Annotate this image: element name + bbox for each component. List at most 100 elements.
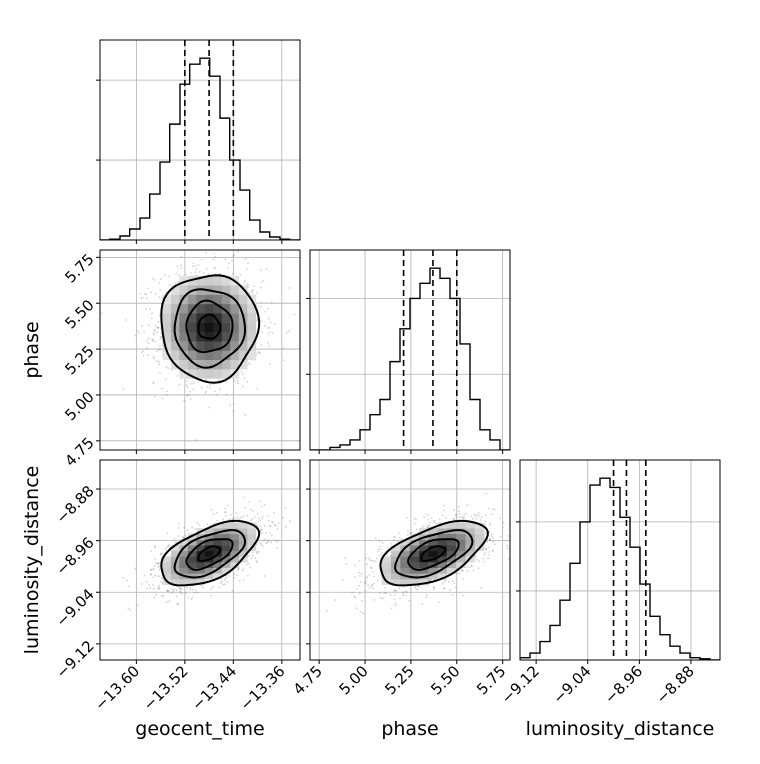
scatter-point bbox=[427, 518, 430, 521]
scatter-point bbox=[289, 520, 291, 523]
scatter-point bbox=[442, 587, 445, 590]
scatter-point bbox=[210, 594, 213, 597]
scatter-point bbox=[452, 517, 455, 520]
density-cell bbox=[221, 331, 231, 342]
density-cell bbox=[238, 359, 248, 370]
scatter-point bbox=[175, 595, 178, 597]
density-cell bbox=[204, 359, 214, 370]
x-tick-label-phase: 5.50 bbox=[427, 662, 463, 698]
scatter-point bbox=[134, 334, 137, 337]
scatter-point bbox=[489, 538, 491, 541]
density-cell bbox=[409, 562, 420, 568]
scatter-point bbox=[176, 589, 178, 592]
scatter-point bbox=[142, 354, 145, 357]
density-cell bbox=[179, 579, 189, 585]
density-cell bbox=[419, 556, 429, 563]
density-cell bbox=[213, 275, 223, 286]
scatter-point bbox=[148, 308, 151, 311]
scatter-point bbox=[269, 525, 272, 527]
scatter-point bbox=[146, 340, 148, 342]
scatter-point bbox=[282, 516, 284, 519]
scatter-point bbox=[441, 514, 444, 517]
scatter-point bbox=[269, 363, 271, 366]
scatter-point bbox=[473, 513, 476, 516]
density-cell bbox=[213, 556, 223, 563]
scatter-point bbox=[246, 283, 248, 286]
scatter-point bbox=[453, 518, 456, 521]
scatter-point bbox=[491, 549, 494, 552]
density-cell bbox=[179, 285, 189, 295]
scatter-point bbox=[462, 577, 465, 580]
scatter-point bbox=[206, 385, 209, 388]
scatter-point bbox=[425, 513, 427, 516]
scatter-point bbox=[181, 592, 183, 595]
density-cell bbox=[213, 539, 223, 546]
density-cell bbox=[437, 539, 448, 546]
x-tick-label-phase: 4.75 bbox=[290, 662, 326, 698]
scatter-point bbox=[442, 509, 445, 512]
density-cell bbox=[391, 573, 401, 580]
scatter-point bbox=[198, 523, 201, 526]
scatter-point bbox=[379, 592, 381, 594]
density-cell bbox=[437, 562, 448, 568]
scatter-point bbox=[152, 584, 154, 586]
scatter-point bbox=[243, 281, 246, 284]
scatter-point bbox=[413, 522, 416, 525]
scatter-point bbox=[433, 586, 435, 589]
scatter-point bbox=[334, 599, 337, 601]
scatter-point bbox=[176, 603, 179, 605]
scatter-point bbox=[166, 546, 169, 548]
scatter-point bbox=[414, 586, 417, 589]
scatter-point bbox=[213, 252, 216, 255]
density-cell bbox=[446, 550, 457, 557]
density-cell bbox=[179, 556, 189, 563]
density-cell bbox=[170, 550, 180, 557]
scatter-point bbox=[234, 380, 236, 382]
scatter-point bbox=[277, 539, 280, 542]
scatter-point bbox=[275, 540, 278, 543]
tick-labels: −13.60−13.52−13.44−13.36 4.75 5.00 5.25 5.50… bbox=[52, 250, 697, 714]
scatter-point bbox=[430, 517, 433, 519]
scatter-point bbox=[160, 581, 162, 583]
scatter-point bbox=[408, 600, 410, 602]
scatter-point bbox=[154, 544, 157, 547]
density-cell bbox=[221, 359, 231, 370]
scatter-point bbox=[148, 584, 151, 586]
scatter-point bbox=[159, 288, 162, 291]
scatter-point bbox=[244, 257, 247, 260]
scatter-point bbox=[275, 547, 278, 550]
scatter-point bbox=[408, 532, 411, 534]
scatter-point bbox=[250, 557, 253, 560]
scatter-point bbox=[447, 581, 450, 583]
density-cell bbox=[230, 322, 240, 333]
scatter-point bbox=[145, 307, 147, 310]
scatter-point bbox=[154, 574, 157, 577]
density-cell bbox=[204, 275, 214, 286]
scatter-point bbox=[441, 582, 444, 585]
panel-frame bbox=[309, 459, 511, 661]
density-cell bbox=[196, 556, 206, 563]
scatter-point bbox=[232, 517, 235, 520]
scatter-point bbox=[259, 519, 262, 522]
scatter-point bbox=[385, 592, 387, 595]
density-cell bbox=[187, 556, 197, 563]
density-cell bbox=[187, 545, 197, 552]
scatter-point bbox=[262, 279, 265, 282]
scatter-point bbox=[360, 599, 363, 602]
scatter-point bbox=[184, 592, 187, 594]
scatter-point bbox=[488, 522, 491, 525]
density-cell bbox=[437, 528, 448, 535]
density-cell bbox=[230, 533, 240, 540]
scatter-point bbox=[502, 521, 505, 524]
scatter-point bbox=[428, 526, 430, 529]
scatter-point bbox=[158, 568, 161, 571]
histogram-phase bbox=[310, 267, 510, 450]
scatter-point bbox=[267, 332, 270, 335]
scatter-point bbox=[272, 521, 274, 524]
scatter-point bbox=[182, 536, 185, 539]
scatter-point bbox=[152, 568, 155, 571]
scatter-point bbox=[243, 377, 246, 380]
scatter-point bbox=[396, 541, 399, 543]
scatter-point bbox=[166, 532, 169, 535]
